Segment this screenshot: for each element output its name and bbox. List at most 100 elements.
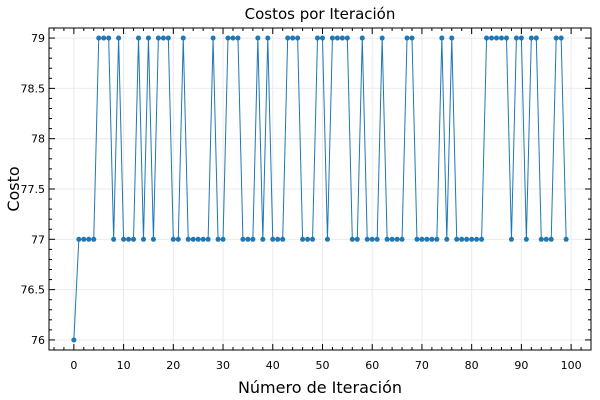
data-point: [315, 35, 321, 41]
data-point: [220, 236, 226, 242]
data-point: [200, 236, 206, 242]
data-series: [71, 35, 569, 343]
x-tick-label: 60: [365, 359, 379, 372]
data-point: [563, 236, 569, 242]
data-point: [384, 236, 390, 242]
data-point: [131, 236, 137, 242]
data-point: [414, 236, 420, 242]
data-point: [121, 236, 127, 242]
data-point: [160, 35, 166, 41]
data-point: [285, 35, 291, 41]
data-point: [76, 236, 82, 242]
x-tick-label: 70: [415, 359, 429, 372]
data-point: [215, 236, 221, 242]
y-tick-label: 78: [31, 133, 45, 146]
data-point: [523, 236, 529, 242]
data-point: [126, 236, 132, 242]
data-point: [499, 35, 504, 41]
data-point: [379, 35, 385, 41]
y-tick-label: 77.5: [21, 183, 46, 196]
data-point: [518, 35, 524, 41]
data-point: [548, 236, 554, 242]
data-point: [359, 35, 365, 41]
data-point: [205, 236, 211, 242]
y-tick-label: 76: [31, 334, 45, 347]
data-point: [210, 35, 216, 41]
data-point: [444, 236, 450, 242]
data-point: [96, 35, 102, 41]
data-point: [260, 236, 266, 242]
data-point: [180, 35, 186, 41]
data-point: [275, 236, 281, 242]
data-point: [409, 35, 415, 41]
data-point: [454, 236, 460, 242]
data-point: [513, 35, 519, 41]
data-point: [419, 236, 425, 242]
data-point: [404, 35, 410, 41]
data-point: [424, 236, 430, 242]
data-point: [349, 236, 355, 242]
data-point: [374, 236, 380, 242]
x-tick-label: 40: [266, 359, 280, 372]
data-point: [334, 35, 340, 41]
chart-title: Costos por Iteración: [245, 5, 396, 23]
data-point: [136, 35, 141, 41]
data-point: [86, 236, 92, 242]
data-point: [324, 236, 330, 242]
data-point: [250, 236, 256, 242]
data-point: [354, 236, 360, 242]
data-point: [116, 35, 122, 41]
data-point: [489, 35, 495, 41]
data-point: [295, 35, 301, 41]
data-point: [145, 35, 151, 41]
data-point: [474, 236, 480, 242]
data-point: [449, 35, 455, 41]
axis-ticks: 0 10 20 30 40 50 60 70 80 90 100 76 76.5 77 77.5 78 78.5…: [21, 27, 592, 372]
data-point: [339, 35, 345, 41]
data-point: [230, 35, 236, 41]
data-point: [106, 35, 112, 41]
data-point: [479, 236, 485, 242]
data-point: [399, 236, 405, 242]
x-tick-label: 20: [166, 359, 180, 372]
grid: [49, 28, 591, 350]
data-point: [101, 35, 107, 41]
data-point: [319, 35, 325, 41]
y-tick-label: 78.5: [21, 82, 46, 95]
data-point: [190, 236, 196, 242]
data-point: [195, 236, 201, 242]
data-point: [429, 236, 435, 242]
data-point: [280, 236, 286, 242]
data-point: [165, 35, 171, 41]
x-axis-title: Número de Iteración: [238, 378, 402, 397]
data-point: [81, 236, 87, 242]
x-tick-label: 30: [216, 359, 230, 372]
data-point: [265, 35, 271, 41]
data-point: [240, 236, 246, 242]
data-point: [369, 236, 375, 242]
data-point: [329, 35, 335, 41]
data-point: [71, 337, 77, 343]
data-point: [469, 236, 475, 242]
data-point: [300, 236, 306, 242]
data-point: [150, 236, 156, 242]
data-point: [494, 35, 500, 41]
data-point: [91, 236, 97, 242]
data-point: [140, 236, 146, 242]
data-point: [344, 35, 350, 41]
x-tick-label: 100: [561, 359, 582, 372]
x-tick-label: 10: [117, 359, 131, 372]
y-tick-label: 79: [31, 32, 45, 45]
data-point: [389, 236, 395, 242]
data-point: [175, 236, 181, 242]
data-point: [439, 35, 445, 41]
x-tick-label: 50: [315, 359, 329, 372]
data-point: [484, 35, 490, 41]
data-point: [508, 236, 514, 242]
data-point: [459, 236, 465, 242]
data-point: [270, 236, 276, 242]
data-point: [170, 236, 176, 242]
